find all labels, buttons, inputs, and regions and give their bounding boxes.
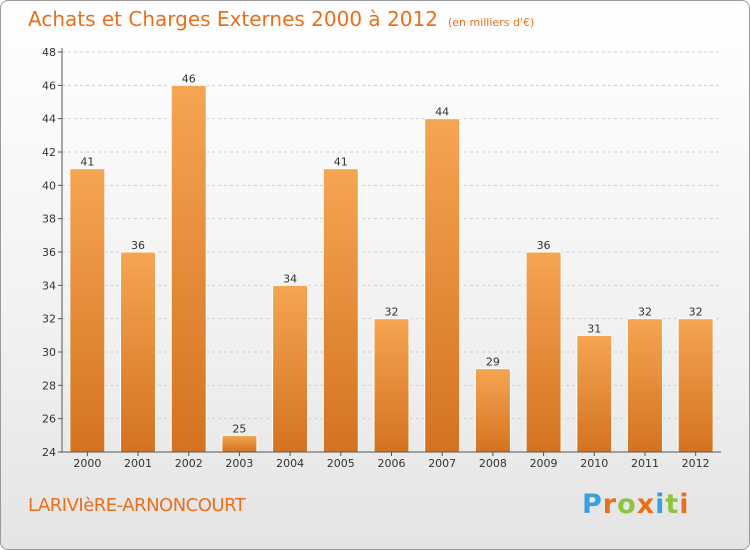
bar-2007 xyxy=(424,118,461,453)
bar-2001 xyxy=(120,251,157,453)
y-tick-label: 26 xyxy=(42,413,56,426)
x-tick-label: 2001 xyxy=(124,457,152,470)
x-axis: 2000 2001 2002 2003 2004 2005 2006 2007 2008 2009… xyxy=(62,451,721,470)
x-tick-label: 2010 xyxy=(580,457,608,470)
data-label: 32 xyxy=(385,306,399,319)
x-tick-label: 2012 xyxy=(682,457,710,470)
y-tick-label: 30 xyxy=(42,346,56,359)
bars: 41 36 46 25 34 41 32 44 29 36 31 32 32 xyxy=(69,72,714,453)
logo-letter: o xyxy=(617,489,637,520)
y-axis: 24 26 28 30 32 34 36 38 40 42 44 46 48 xyxy=(42,46,63,459)
y-tick-label: 42 xyxy=(42,146,56,159)
y-tick-label: 24 xyxy=(42,446,56,459)
bar-2008 xyxy=(474,368,511,453)
x-tick-label: 2000 xyxy=(73,457,101,470)
bar-2010 xyxy=(576,334,613,453)
bar-2003 xyxy=(221,434,258,453)
y-tick-label: 34 xyxy=(42,279,56,292)
y-tick-label: 32 xyxy=(42,313,56,326)
data-label: 25 xyxy=(232,422,246,435)
logo-letter: t xyxy=(665,489,680,520)
proxiti-logo: Proxiti xyxy=(582,489,690,520)
unit-label: (en milliers d'€) xyxy=(447,16,535,29)
data-label: 41 xyxy=(334,156,348,169)
x-tick-label: 2009 xyxy=(530,457,558,470)
data-label: 44 xyxy=(435,106,449,119)
data-label: 34 xyxy=(283,272,297,285)
data-label: 29 xyxy=(486,356,500,369)
logo-letter: P xyxy=(582,489,603,520)
x-tick-label: 2003 xyxy=(225,457,253,470)
data-label: 32 xyxy=(638,306,652,319)
bar-2005 xyxy=(322,168,359,453)
y-tick-label: 48 xyxy=(42,46,56,59)
x-tick-label: 2004 xyxy=(276,457,304,470)
bar-2004 xyxy=(272,284,309,453)
bar-2012 xyxy=(677,318,714,453)
logo-letter: i xyxy=(679,489,690,520)
logo-letter: i xyxy=(655,489,666,520)
y-tick-label: 28 xyxy=(42,379,56,392)
bar-2009 xyxy=(525,251,562,453)
y-tick-label: 36 xyxy=(42,246,56,259)
y-tick-label: 38 xyxy=(42,213,56,226)
data-label: 36 xyxy=(537,239,551,252)
data-label: 36 xyxy=(131,239,145,252)
data-label: 31 xyxy=(587,322,601,335)
y-tick-label: 46 xyxy=(42,79,56,92)
x-tick-label: 2006 xyxy=(378,457,406,470)
logo-letter: r xyxy=(602,489,618,520)
bar-2002 xyxy=(170,84,207,453)
commune-name: LARIVIèRE-ARNONCOURT xyxy=(28,495,246,516)
bar-2000 xyxy=(69,168,106,453)
data-label: 32 xyxy=(689,306,703,319)
data-label: 46 xyxy=(182,72,196,85)
y-tick-label: 44 xyxy=(42,113,56,126)
x-tick-label: 2002 xyxy=(175,457,203,470)
logo-letter: x xyxy=(636,489,656,520)
x-tick-label: 2008 xyxy=(479,457,507,470)
chart-title: Achats et Charges Externes 2000 à 2012 (e… xyxy=(28,7,534,31)
title-text: Achats et Charges Externes 2000 à 2012 xyxy=(28,7,438,31)
x-tick-label: 2005 xyxy=(327,457,355,470)
y-tick-label: 40 xyxy=(42,179,56,192)
bar-2011 xyxy=(626,318,663,453)
x-tick-label: 2011 xyxy=(631,457,659,470)
bar-2006 xyxy=(373,318,410,453)
data-label: 41 xyxy=(80,156,94,169)
x-tick-label: 2007 xyxy=(428,457,456,470)
